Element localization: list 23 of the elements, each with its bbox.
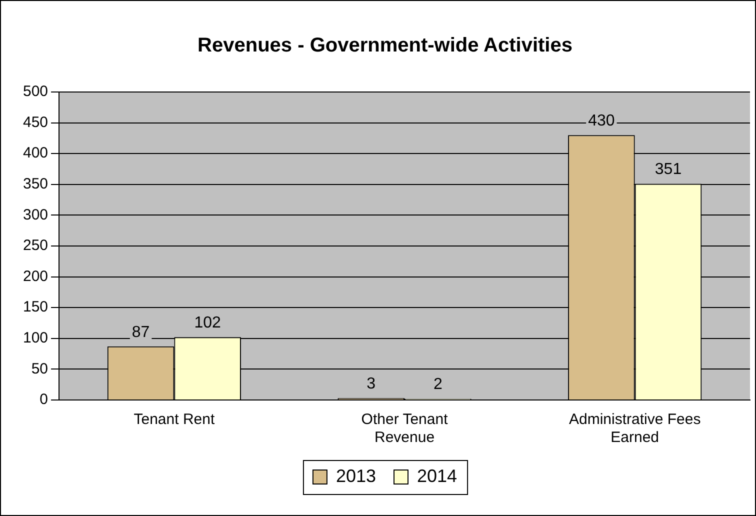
data-label: 351 [654, 161, 682, 178]
legend-label: 2013 [336, 466, 376, 486]
y-tick-label: 50 [31, 360, 48, 378]
y-tick-label: 500 [22, 83, 48, 100]
y-tick-label: 400 [22, 144, 48, 162]
data-label: 87 [132, 324, 150, 341]
x-tick-label: Other Tenant Revenue [361, 411, 449, 446]
y-tick-label: 0 [40, 391, 48, 408]
y-tick-label: 250 [22, 237, 48, 254]
y-tick-label: 100 [22, 330, 48, 347]
y-tick-label: 300 [22, 206, 48, 224]
y-tick-label: 150 [22, 298, 48, 316]
data-label: 3 [366, 376, 376, 393]
data-label: 430 [588, 112, 615, 130]
y-tick-label: 200 [22, 268, 48, 285]
chart-title: Revenues - Government-wide Activities [198, 34, 572, 57]
y-tick-label: 450 [22, 114, 48, 131]
data-label: 102 [194, 314, 222, 332]
y-tick-label: 350 [22, 176, 48, 193]
legend-label: 2014 [417, 466, 458, 486]
x-tick-label: Administrative Fees Earned [568, 411, 701, 446]
x-tick-label: Tenant Rent [134, 411, 216, 428]
data-label: 2 [433, 376, 442, 394]
